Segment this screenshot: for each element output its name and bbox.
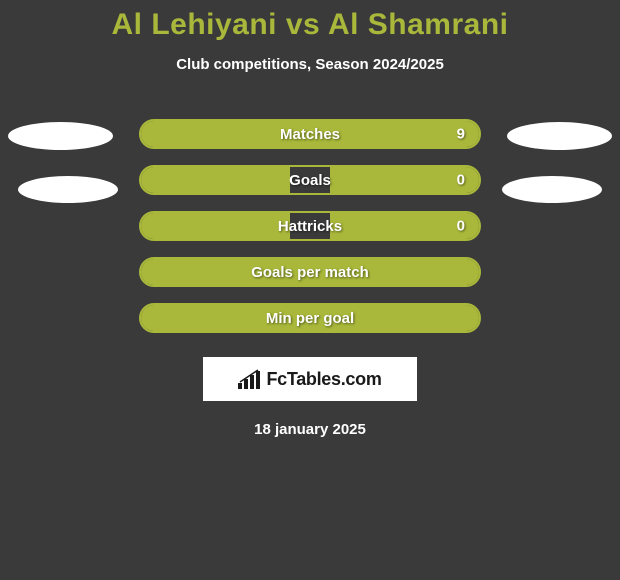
stat-row: Goals per match bbox=[0, 249, 620, 295]
stat-label: Goals bbox=[289, 172, 331, 189]
stats-list: Matches 9 Goals 0 Hattricks 0 Goals per match M… bbox=[0, 111, 620, 341]
stat-label: Min per goal bbox=[266, 310, 354, 327]
stat-row: Hattricks 0 bbox=[0, 203, 620, 249]
stat-bar: Goals 0 bbox=[139, 165, 481, 195]
subtitle: Club competitions, Season 2024/2025 bbox=[0, 56, 620, 73]
stat-bar: Hattricks 0 bbox=[139, 211, 481, 241]
stat-value: 9 bbox=[457, 126, 465, 143]
stat-label: Goals per match bbox=[251, 264, 369, 281]
bar-chart-icon bbox=[238, 369, 260, 389]
stat-row: Goals 0 bbox=[0, 157, 620, 203]
stat-row: Min per goal bbox=[0, 295, 620, 341]
stat-bar: Min per goal bbox=[139, 303, 481, 333]
stat-value: 0 bbox=[457, 172, 465, 189]
bar-fill-left bbox=[141, 213, 290, 239]
stat-row: Matches 9 bbox=[0, 111, 620, 157]
bar-fill-left bbox=[141, 167, 290, 193]
stat-label: Matches bbox=[280, 126, 340, 143]
stat-value: 0 bbox=[457, 218, 465, 235]
stat-label: Hattricks bbox=[278, 218, 342, 235]
stat-bar: Matches 9 bbox=[139, 119, 481, 149]
logo-box: FcTables.com bbox=[203, 357, 417, 401]
date-text: 18 january 2025 bbox=[0, 421, 620, 438]
page-title: Al Lehiyani vs Al Shamrani bbox=[0, 8, 620, 42]
logo-text: FcTables.com bbox=[266, 369, 381, 390]
stat-bar: Goals per match bbox=[139, 257, 481, 287]
